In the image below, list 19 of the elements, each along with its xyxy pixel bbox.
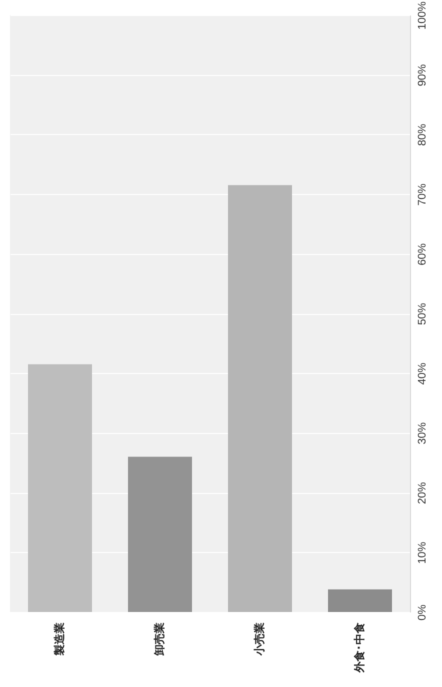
y-tick-label: 50% [416, 302, 428, 326]
y-tick-label: 70% [416, 183, 428, 206]
bar [228, 185, 292, 612]
x-tick-label: 小売業 [253, 622, 266, 656]
bar [28, 364, 92, 612]
y-tick-label: 90% [416, 64, 428, 86]
x-tick-label: 卸売業 [153, 622, 166, 656]
y-tick-label: 20% [416, 482, 428, 504]
y-tick-label: 10% [416, 542, 428, 564]
y-tick-label: 60% [416, 243, 428, 266]
y-tick-label: 30% [416, 422, 428, 444]
y-tick-label: 40% [416, 362, 428, 385]
y-tick-label: 0% [416, 604, 428, 620]
y-tick-label: 100% [416, 1, 428, 30]
x-tick-label: 製造業 [53, 622, 66, 656]
x-tick-label: 外食･中食 [353, 622, 366, 674]
bar [328, 589, 392, 612]
bar [128, 456, 192, 612]
y-tick-label: 80% [416, 124, 428, 146]
